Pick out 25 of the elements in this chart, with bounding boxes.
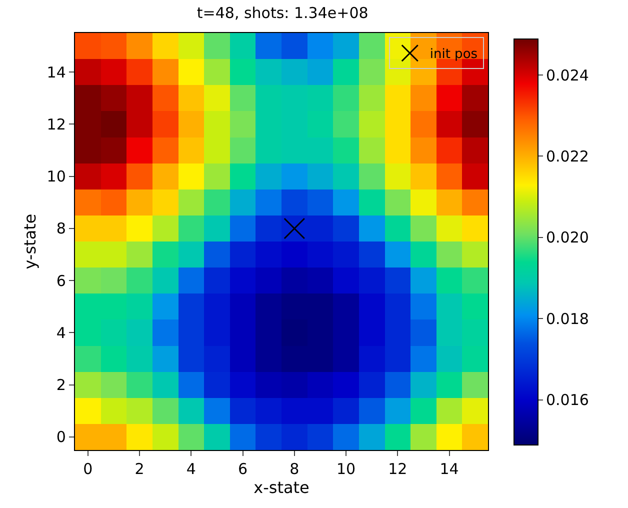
x-tick-label: 10 — [336, 460, 356, 478]
x-tick-label: 0 — [83, 460, 93, 478]
color-bar-label: 0.024 — [546, 66, 589, 84]
y-tick-label: 4 — [56, 324, 66, 342]
x-tick-label: 14 — [440, 460, 459, 478]
x-axis-title: x-state — [254, 478, 310, 498]
y-axis-title: y-state — [20, 214, 40, 270]
y-tick-label: 14 — [46, 63, 66, 82]
y-tick-label: 0 — [56, 428, 66, 446]
color-bar-label: 0.016 — [546, 391, 589, 410]
color-bar-label: 0.020 — [546, 228, 589, 247]
chart-title: t=48, shots: 1.34e+08 — [196, 4, 368, 22]
x-tick-label: 2 — [134, 460, 144, 478]
y-tick-label: 8 — [56, 220, 66, 238]
legend-label: init pos — [430, 47, 478, 62]
y-tick-label: 6 — [56, 272, 66, 290]
x-tick-label: 8 — [290, 460, 300, 478]
x-tick-label: 12 — [388, 460, 408, 478]
color-bar-label: 0.022 — [546, 147, 589, 166]
x-tick-label: 6 — [238, 460, 248, 478]
y-tick-label: 12 — [46, 115, 66, 134]
color-bar-label: 0.018 — [546, 310, 589, 328]
x-tick-label: 4 — [186, 460, 196, 478]
y-tick-label: 2 — [56, 376, 66, 394]
y-tick-label: 10 — [46, 168, 66, 186]
